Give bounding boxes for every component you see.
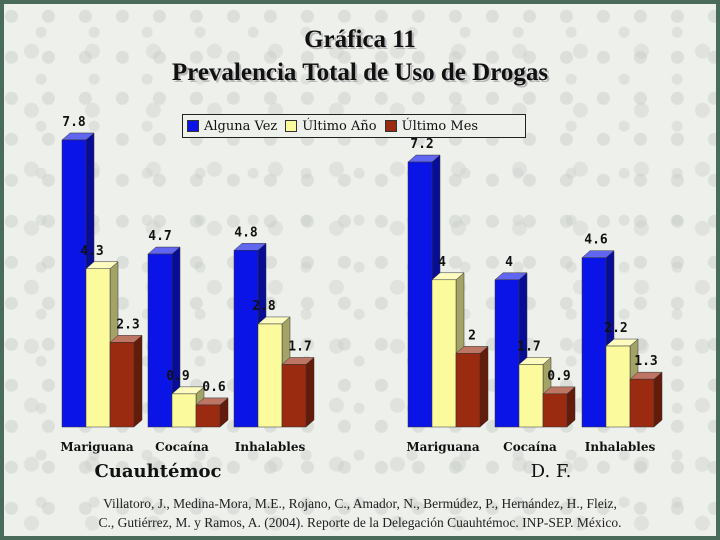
bar-cuauhtemoc-cocaina-ultimo-anio — [171, 393, 197, 428]
bar-cuauhtemoc-cocaina-ultimo-mes — [195, 404, 221, 428]
value-label-d-f-mariguana-ultimo-anio: 4 — [438, 255, 446, 270]
chart-title-line1: Gráfica 11 — [304, 26, 416, 53]
category-label-cuauhtemoc-cocaina: Cocaína — [155, 440, 209, 454]
legend-swatch-alguna-vez — [187, 120, 199, 132]
value-label-d-f-cocaina-ultimo-anio: 1.7 — [517, 339, 540, 354]
bar-cuauhtemoc-inhalables-ultimo-mes — [281, 364, 307, 428]
bar-d-f-cocaina-alguna-vez — [494, 279, 520, 428]
panel-title-d-f: D. F. — [531, 461, 572, 482]
legend-swatch-ultimo-mes — [384, 120, 397, 132]
value-label-cuauhtemoc-mariguana-alguna-vez: 7.8 — [62, 115, 86, 130]
legend-label-ultimo-mes: Último Mes — [401, 118, 479, 134]
bar-d-f-inhalables-ultimo-mes-side — [653, 371, 663, 428]
value-label-d-f-mariguana-alguna-vez: 7.2 — [410, 137, 433, 152]
bar-d-f-cocaina-ultimo-mes — [542, 393, 568, 428]
value-label-cuauhtemoc-inhalables-alguna-vez: 4.8 — [234, 225, 258, 240]
legend-item-ultimo-mes: Último Mes — [384, 118, 479, 134]
bar-d-f-mariguana-alguna-vez — [407, 161, 433, 428]
value-label-d-f-mariguana-ultimo-mes: 2 — [468, 328, 476, 343]
value-label-d-f-inhalables-alguna-vez: 4.6 — [584, 233, 608, 248]
legend-item-alguna-vez: Alguna Vez — [187, 119, 277, 134]
value-label-cuauhtemoc-cocaina-alguna-vez: 4.7 — [148, 229, 171, 244]
bar-cuauhtemoc-inhalables-ultimo-mes-side — [305, 356, 315, 428]
citation-line-1: Villatoro, J., Medina-Mora, M.E., Rojano… — [103, 496, 617, 511]
citation-line-2: C., Gutiérrez, M. y Ramos, A. (2004). Re… — [98, 515, 622, 530]
bar-cuauhtemoc-cocaina-alguna-vez — [147, 253, 173, 428]
value-label-cuauhtemoc-inhalables-ultimo-anio: 2.8 — [252, 299, 276, 314]
legend-item-ultimo-anio: Último Año — [285, 118, 377, 134]
value-label-cuauhtemoc-cocaina-ultimo-mes: 0.6 — [202, 380, 226, 395]
category-label-d-f-inhalables: Inhalables — [585, 440, 656, 454]
category-label-cuauhtemoc-mariguana: Mariguana — [60, 440, 134, 454]
bar-cuauhtemoc-mariguana-ultimo-mes — [109, 342, 135, 428]
bar-cuauhtemoc-mariguana-ultimo-anio — [85, 268, 111, 428]
bar-cuauhtemoc-inhalables-alguna-vez — [233, 250, 259, 428]
bar-cuauhtemoc-mariguana-alguna-vez — [61, 139, 87, 428]
bar-d-f-mariguana-ultimo-anio — [431, 279, 457, 428]
legend-label-alguna-vez: Alguna Vez — [204, 118, 278, 134]
bar-d-f-inhalables-ultimo-mes — [629, 378, 655, 428]
legend-label-ultimo-anio: Último Año — [302, 118, 377, 134]
bar-cuauhtemoc-mariguana-ultimo-mes-side — [133, 334, 143, 428]
value-label-d-f-inhalables-ultimo-mes: 1.3 — [634, 354, 657, 369]
bar-d-f-mariguana-ultimo-mes-side — [479, 345, 489, 428]
value-label-cuauhtemoc-mariguana-ultimo-mes: 2.3 — [116, 317, 139, 332]
value-label-cuauhtemoc-inhalables-ultimo-mes: 1.7 — [288, 339, 311, 354]
legend-swatch-ultimo-anio — [285, 120, 298, 132]
citation: Villatoro, J., Medina-Mora, M.E., Rojano… — [0, 494, 720, 532]
value-label-d-f-inhalables-ultimo-anio: 2.2 — [604, 321, 627, 336]
category-label-d-f-mariguana: Mariguana — [406, 440, 480, 454]
chart-title-line2: Prevalencia Total de Uso de Drogas — [171, 59, 549, 86]
chart-legend: Alguna Vez Último Año Último Mes — [182, 114, 526, 138]
panel-title-cuauhtemoc: Cuauhtémoc — [94, 461, 221, 482]
category-label-cuauhtemoc-inhalables: Inhalables — [235, 440, 306, 454]
bar-d-f-inhalables-ultimo-anio — [605, 345, 631, 428]
value-label-d-f-cocaina-alguna-vez: 4 — [505, 255, 513, 270]
bar-d-f-inhalables-alguna-vez — [581, 257, 607, 428]
value-label-cuauhtemoc-mariguana-ultimo-anio: 4.3 — [80, 244, 103, 259]
value-label-cuauhtemoc-cocaina-ultimo-anio: 0.9 — [166, 369, 189, 384]
bar-d-f-mariguana-ultimo-mes — [455, 353, 481, 428]
bar-cuauhtemoc-inhalables-ultimo-anio — [257, 323, 283, 428]
bar-d-f-cocaina-ultimo-anio — [518, 364, 544, 428]
value-label-d-f-cocaina-ultimo-mes: 0.9 — [547, 369, 570, 384]
category-label-d-f-cocaina: Cocaína — [503, 440, 557, 454]
